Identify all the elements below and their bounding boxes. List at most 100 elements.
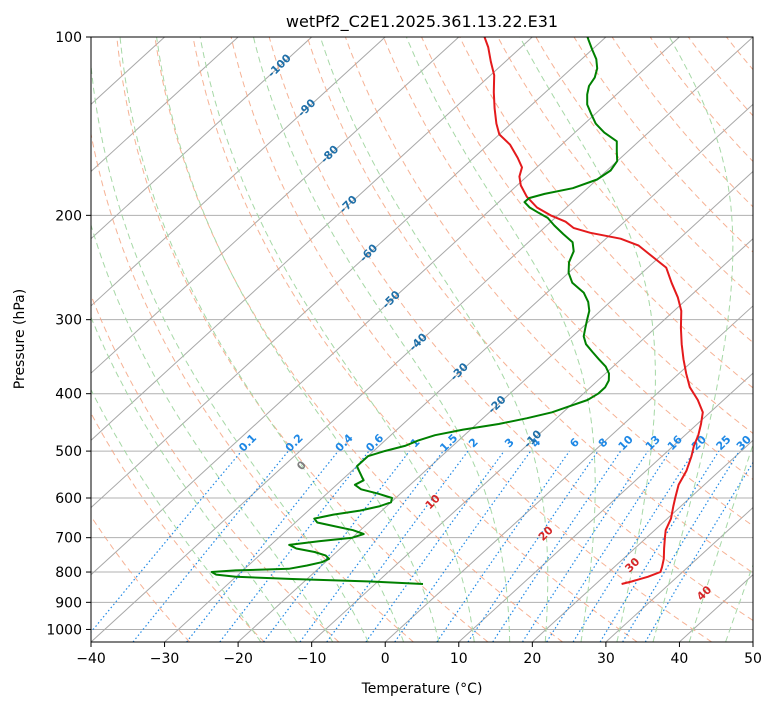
mixing-ratio-label: 3 bbox=[502, 436, 517, 451]
moist-adiabat-label: 40 bbox=[694, 583, 714, 603]
y-axis-label: Pressure (hPa) bbox=[12, 289, 28, 389]
moist-adiabat-line bbox=[725, 563, 753, 642]
moist-adiabat-line bbox=[119, 37, 405, 642]
moist-adiabat-line bbox=[199, 37, 475, 642]
moist-adiabat-label: 0 bbox=[294, 458, 309, 473]
y-tick-label: 1000 bbox=[46, 622, 82, 638]
x-tick-label: −40 bbox=[76, 651, 106, 667]
y-tick-label: 500 bbox=[55, 444, 82, 460]
x-axis-label: Temperature (°C) bbox=[361, 681, 483, 697]
mixing-ratio-line bbox=[132, 450, 289, 642]
dry-adiabat-line bbox=[344, 37, 753, 527]
dry-adiabat-line bbox=[116, 37, 489, 642]
mixing-ratio-label: 36 bbox=[755, 433, 775, 453]
mixing-ratio-line bbox=[91, 450, 242, 633]
temperature-profile bbox=[483, 37, 704, 585]
mixing-ratio-label: 16 bbox=[665, 433, 685, 453]
isotherm-line bbox=[91, 37, 313, 240]
dry-adiabat-line bbox=[649, 37, 753, 163]
moist-adiabat-line bbox=[91, 388, 262, 642]
dry-adiabat-line bbox=[154, 37, 563, 642]
mixing-ratio-label: 13 bbox=[643, 433, 663, 453]
x-tick-label: 50 bbox=[744, 651, 762, 667]
isotherm-line bbox=[91, 37, 533, 441]
mixing-ratio-line bbox=[186, 450, 339, 642]
chart-title: wetPf2_C2E1.2025.361.13.22.E31 bbox=[286, 12, 558, 32]
dry-adiabat-line bbox=[306, 37, 753, 574]
x-tick-label: 40 bbox=[671, 651, 689, 667]
mixing-ratio-line bbox=[365, 450, 505, 642]
y-tick-label: 800 bbox=[55, 565, 82, 581]
moist-adiabat-line bbox=[652, 37, 734, 642]
dry-adiabat-line bbox=[230, 37, 713, 642]
mixing-ratio-label: 25 bbox=[714, 433, 734, 453]
isotherm-line bbox=[752, 641, 753, 642]
y-tick-label: 100 bbox=[55, 30, 82, 46]
y-tick-label: 900 bbox=[55, 595, 82, 611]
mixing-ratio-label: 10 bbox=[616, 433, 636, 453]
dry-adiabat-line bbox=[573, 37, 753, 253]
plot-frame bbox=[90, 36, 754, 643]
guide-labels: 0.1 0.2 0.4 0.6 1 1.5 2 3 4 6 8 10 13 16 20 25 30 36-100-… bbox=[236, 51, 775, 603]
mixing-ratio-line bbox=[492, 450, 622, 642]
mixing-ratio-line bbox=[436, 450, 570, 642]
dry-adiabat-line bbox=[497, 37, 753, 344]
isotherm-line bbox=[91, 37, 386, 307]
isotherm-line bbox=[91, 37, 239, 173]
moist-adiabat-line bbox=[688, 442, 753, 642]
isotherm-label: -100 bbox=[265, 51, 294, 80]
isotherm-line bbox=[605, 506, 753, 642]
mixing-ratio-line bbox=[326, 450, 469, 642]
mixing-ratio-label: 6 bbox=[567, 435, 582, 450]
mixing-ratio-line bbox=[299, 450, 444, 642]
grid-layer bbox=[91, 37, 753, 642]
mixing-ratio-line bbox=[546, 450, 671, 642]
moist-adiabat-line bbox=[91, 61, 369, 642]
moist-adiabat-line bbox=[319, 37, 549, 642]
x-tick-label: −20 bbox=[223, 651, 253, 667]
moist-adiabat-line bbox=[156, 37, 440, 642]
moist-adiabat-label: 20 bbox=[536, 523, 556, 543]
moist-adiabat-line bbox=[405, 37, 596, 642]
mixing-ratio-line bbox=[622, 450, 740, 642]
y-tick-label: 400 bbox=[55, 387, 82, 403]
x-tick-label: −30 bbox=[150, 651, 180, 667]
x-tick-label: 10 bbox=[450, 651, 468, 667]
moist-adiabat-line bbox=[91, 315, 298, 642]
isotherm-line bbox=[384, 305, 753, 642]
mixing-ratio-line bbox=[521, 450, 649, 642]
x-tick-label: −10 bbox=[297, 651, 327, 667]
isotherm-line bbox=[311, 238, 753, 642]
mixing-ratio-line bbox=[572, 450, 695, 642]
dry-adiabat-line bbox=[91, 515, 191, 642]
isotherm-line bbox=[91, 37, 607, 509]
dry-adiabat-line bbox=[268, 37, 753, 622]
dry-adiabat-line bbox=[611, 37, 753, 208]
dry-adiabat-line bbox=[91, 131, 414, 642]
mixing-ratio-line bbox=[394, 450, 532, 642]
dry-adiabat-line bbox=[91, 412, 265, 642]
x-tick-label: 20 bbox=[523, 651, 541, 667]
dewpoint-profile bbox=[210, 37, 619, 585]
isotherm-line bbox=[531, 439, 753, 642]
y-tick-label: 600 bbox=[55, 491, 82, 507]
axes: −40 −30 −20 −10 0 10 20 30 40 5010020030040050060… bbox=[46, 30, 762, 667]
isotherm-line bbox=[91, 37, 753, 642]
profiles bbox=[210, 37, 704, 585]
moist-adiabat-line bbox=[253, 37, 511, 642]
moist-adiabat-line bbox=[91, 223, 334, 642]
mixing-ratio-label: 2 bbox=[466, 436, 481, 451]
y-tick-label: 700 bbox=[55, 531, 82, 547]
mixing-ratio-line bbox=[467, 450, 599, 642]
isotherm-line bbox=[164, 103, 753, 642]
y-tick-label: 300 bbox=[55, 313, 82, 329]
isotherm-line bbox=[91, 37, 680, 576]
moist-adiabat-label: 10 bbox=[423, 492, 443, 512]
isotherm-line bbox=[458, 372, 753, 642]
dry-adiabat-line bbox=[687, 37, 753, 117]
dry-adiabat-line bbox=[192, 37, 638, 642]
y-tick-label: 200 bbox=[55, 208, 82, 224]
mixing-ratio-line bbox=[599, 450, 720, 642]
x-tick-label: 0 bbox=[381, 651, 390, 667]
